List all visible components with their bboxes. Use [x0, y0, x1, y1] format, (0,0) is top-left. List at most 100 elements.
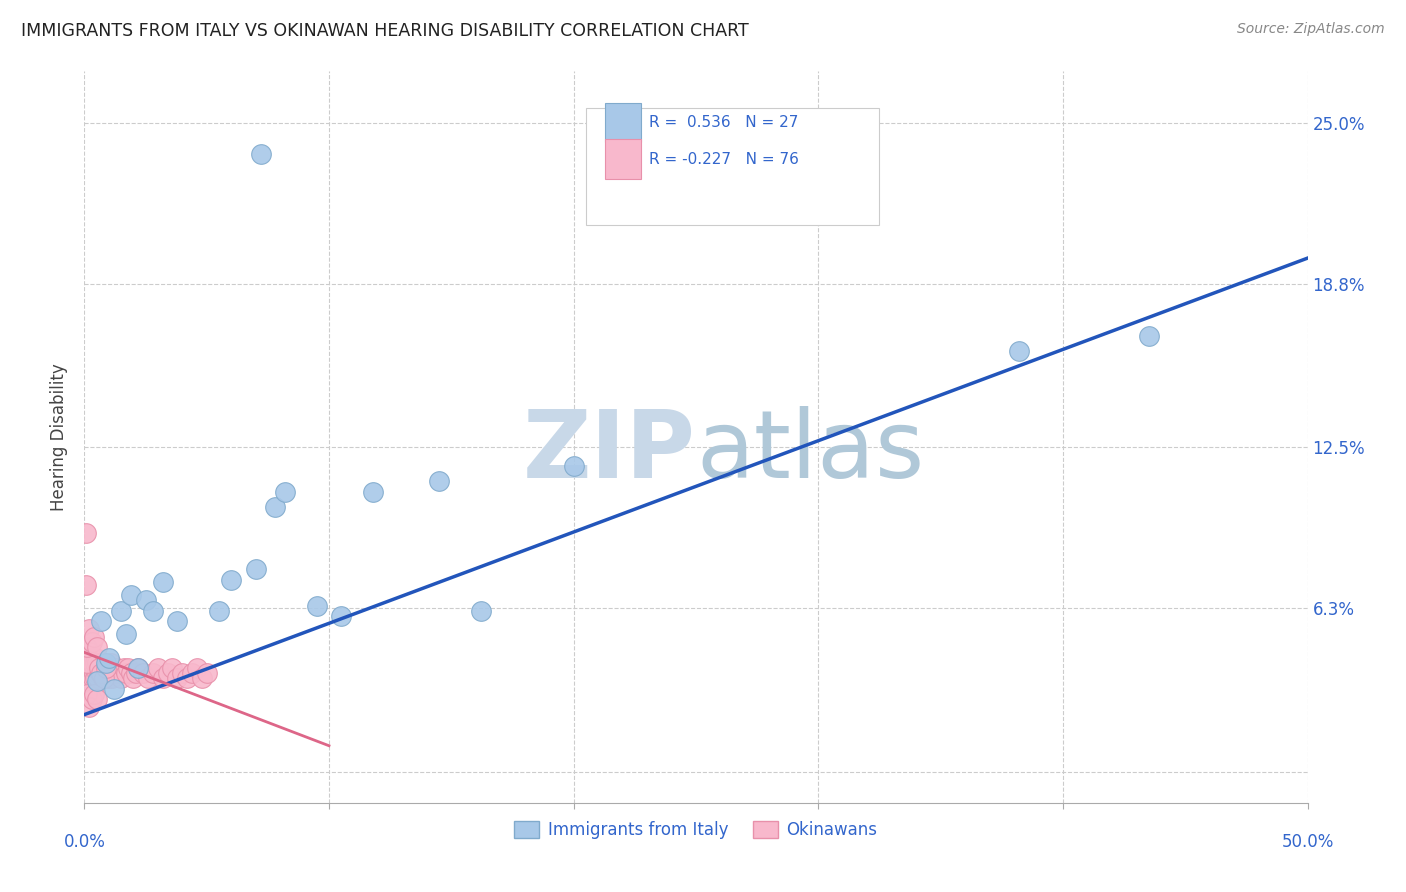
Point [103, 666, 125, 681]
Point [142, 666, 165, 681]
FancyBboxPatch shape [606, 139, 641, 179]
Point [77, 666, 100, 681]
Point [665, 147, 688, 161]
Point [470, 604, 492, 618]
Point [90, 614, 112, 628]
Point [562, 458, 585, 473]
Point [87, 661, 110, 675]
Point [77, 699, 100, 714]
Point [91, 671, 114, 685]
Point [91, 656, 114, 670]
Point [105, 661, 128, 675]
Point [87, 671, 110, 685]
Point [208, 604, 231, 618]
Point [120, 666, 142, 681]
Point [97, 671, 120, 685]
Y-axis label: Hearing Disability: Hearing Disability [51, 363, 69, 511]
Point [162, 661, 184, 675]
Point [83, 687, 105, 701]
Point [191, 671, 214, 685]
Point [77, 650, 100, 665]
Point [120, 588, 142, 602]
Point [83, 666, 105, 681]
Point [96, 666, 118, 681]
Point [186, 661, 208, 675]
Point [86, 640, 108, 655]
Point [1137, 329, 1160, 343]
Point [84, 650, 107, 665]
Point [330, 609, 353, 624]
Point [77, 671, 100, 685]
Point [89, 666, 111, 681]
Point [79, 645, 101, 659]
Point [156, 666, 179, 681]
Text: R = -0.227   N = 76: R = -0.227 N = 76 [650, 152, 800, 167]
Point [1008, 344, 1031, 359]
Point [80, 661, 103, 675]
Point [90, 666, 112, 681]
Point [76, 661, 98, 675]
Point [181, 666, 204, 681]
Point [93, 671, 115, 685]
Point [264, 500, 287, 515]
Text: ZIP: ZIP [523, 406, 696, 498]
Point [274, 484, 297, 499]
Point [110, 671, 132, 685]
Point [122, 671, 145, 685]
Point [90, 666, 112, 681]
Point [195, 666, 218, 681]
Point [82, 671, 104, 685]
Point [84, 671, 107, 685]
Point [77, 622, 100, 636]
Text: atlas: atlas [696, 406, 924, 498]
Point [107, 666, 129, 681]
Text: R =  0.536   N = 27: R = 0.536 N = 27 [650, 115, 799, 130]
Point [94, 656, 117, 670]
Point [97, 650, 120, 665]
Point [305, 599, 328, 613]
Point [86, 656, 108, 670]
Legend: Immigrants from Italy, Okinawans: Immigrants from Italy, Okinawans [508, 814, 884, 846]
Point [76, 666, 98, 681]
Point [80, 692, 103, 706]
Point [86, 666, 108, 681]
Text: 50.0%: 50.0% [1281, 833, 1334, 851]
Point [75, 578, 97, 592]
Point [83, 650, 105, 665]
Point [75, 526, 97, 541]
Point [76, 640, 98, 655]
Point [83, 656, 105, 670]
Point [87, 661, 110, 675]
Point [172, 666, 194, 681]
Point [361, 484, 384, 499]
Point [79, 673, 101, 688]
Point [152, 575, 174, 590]
Point [219, 573, 242, 587]
Point [166, 671, 188, 685]
Point [79, 656, 101, 670]
Point [93, 666, 115, 681]
Point [110, 604, 132, 618]
Point [115, 666, 138, 681]
Text: Source: ZipAtlas.com: Source: ZipAtlas.com [1237, 22, 1385, 37]
Text: 0.0%: 0.0% [63, 833, 105, 851]
Point [112, 661, 135, 675]
Point [80, 635, 103, 649]
Point [86, 673, 108, 688]
Point [76, 656, 98, 670]
FancyBboxPatch shape [586, 108, 880, 225]
Point [176, 671, 198, 685]
Point [76, 687, 98, 701]
Point [96, 656, 118, 670]
Point [249, 147, 271, 161]
Point [245, 562, 267, 576]
Point [98, 666, 121, 681]
Point [97, 661, 120, 675]
Point [100, 656, 122, 670]
Point [166, 614, 188, 628]
Point [80, 666, 103, 681]
Point [115, 627, 138, 641]
Point [103, 681, 125, 696]
Point [142, 604, 165, 618]
Point [125, 666, 148, 681]
